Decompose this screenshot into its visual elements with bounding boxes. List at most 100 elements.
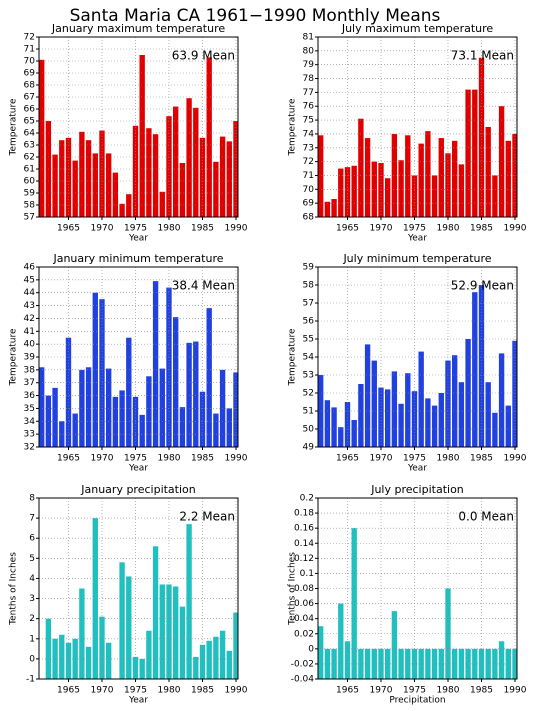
x-tick-label: 1970 <box>370 686 393 696</box>
bar <box>431 648 438 679</box>
bar <box>219 136 226 217</box>
bar <box>318 375 324 447</box>
bar <box>431 405 438 447</box>
bar <box>126 194 132 217</box>
y-tick-label: 46 <box>24 263 36 273</box>
y-tick-label: 72 <box>24 33 35 43</box>
bar <box>72 160 78 217</box>
mean-annotation: 38.4 Mean <box>172 279 235 293</box>
bar <box>193 341 199 447</box>
x-tick-label: 1965 <box>57 454 80 464</box>
page-title: Santa Maria CA 1961−1990 Monthly Means <box>70 6 441 26</box>
bar <box>99 616 105 679</box>
bar <box>445 153 451 217</box>
y-tick-label: 34 <box>24 417 36 427</box>
y-tick-label: 36 <box>24 391 36 401</box>
bar <box>351 420 357 447</box>
y-tick-label: 54 <box>303 353 315 363</box>
panel-title: January minimum temperature <box>52 252 223 265</box>
bar <box>79 131 85 217</box>
y-tick-label: 66 <box>24 105 36 115</box>
y-tick-label: 0.2 <box>300 494 314 504</box>
x-tick-label: 1985 <box>191 224 214 234</box>
panel-title: January maximum temperature <box>51 22 225 35</box>
bar <box>59 421 65 447</box>
x-tick-label: 1985 <box>470 224 493 234</box>
bar <box>331 648 337 679</box>
bar <box>159 584 165 679</box>
bar <box>391 611 398 679</box>
plot-frame <box>317 36 518 218</box>
bar <box>425 648 431 679</box>
bar <box>371 648 377 679</box>
bar <box>186 524 192 679</box>
bar <box>472 89 478 217</box>
bar <box>498 353 505 447</box>
bar <box>39 367 45 447</box>
bar <box>166 287 172 447</box>
y-tick-label: 81 <box>303 33 314 43</box>
bar <box>512 648 517 679</box>
bar <box>99 299 105 447</box>
bar <box>512 133 517 217</box>
panel-title: July maximum temperature <box>341 22 494 35</box>
y-tick-label: 0 <box>308 644 314 654</box>
y-tick-label: 37 <box>24 378 35 388</box>
bar <box>324 400 331 447</box>
bar <box>186 98 192 217</box>
y-tick-label: 42 <box>24 314 35 324</box>
y-axis-label: Temperature <box>9 328 19 386</box>
y-tick-label: 49 <box>303 443 315 453</box>
x-tick-label: 1985 <box>191 454 214 464</box>
bar <box>492 175 498 217</box>
bar <box>233 372 238 447</box>
bar <box>431 175 438 217</box>
panel-title: July precipitation <box>370 483 464 496</box>
bar <box>398 648 404 679</box>
bar <box>445 360 451 447</box>
y-axis-label: Tenths of Inches <box>288 552 298 626</box>
bar <box>85 140 92 217</box>
x-tick-label: 1970 <box>370 454 393 464</box>
y-tick-label: 0.04 <box>294 614 314 624</box>
y-tick-label: 0.02 <box>294 629 314 639</box>
y-tick-label: 52 <box>303 389 314 399</box>
y-tick-label: 0.06 <box>294 599 314 609</box>
x-tick-label: 1975 <box>403 454 426 464</box>
y-tick-label: 56 <box>303 317 315 327</box>
bar <box>485 648 491 679</box>
y-tick-label: 38 <box>24 365 36 375</box>
bar <box>331 199 337 217</box>
bar <box>159 368 165 447</box>
y-axis-label: Temperature <box>9 98 19 156</box>
bar <box>126 576 132 679</box>
y-tick-label: 76 <box>303 102 315 112</box>
x-tick-label: 1990 <box>504 454 527 464</box>
bar <box>478 57 485 218</box>
bar <box>391 133 398 217</box>
bar <box>338 168 344 217</box>
y-tick-label: 0.14 <box>294 539 314 549</box>
bar <box>338 603 344 679</box>
y-tick-label: 0 <box>29 654 35 664</box>
panel: July maximum temperature Year Temperature 6… <box>288 22 527 244</box>
y-tick-label: 50 <box>303 425 315 435</box>
bar <box>152 546 159 679</box>
y-tick-label: 61 <box>24 165 35 175</box>
y-tick-label: 64 <box>24 129 36 139</box>
bar <box>206 640 212 679</box>
y-tick-label: 71 <box>24 45 35 55</box>
bar <box>179 407 186 447</box>
bar <box>492 412 498 447</box>
panel-title: July minimum temperature <box>342 252 491 265</box>
bar <box>438 138 444 217</box>
bar <box>425 131 431 217</box>
plot-frame <box>38 266 239 448</box>
x-tick-label: 1990 <box>225 686 248 696</box>
panel: January maximum temperature Year Temperatu… <box>9 22 248 244</box>
bar <box>132 396 139 447</box>
bar <box>173 586 179 679</box>
bar <box>132 125 139 217</box>
y-tick-label: 72 <box>303 157 314 167</box>
x-tick-label: 1970 <box>91 224 114 234</box>
